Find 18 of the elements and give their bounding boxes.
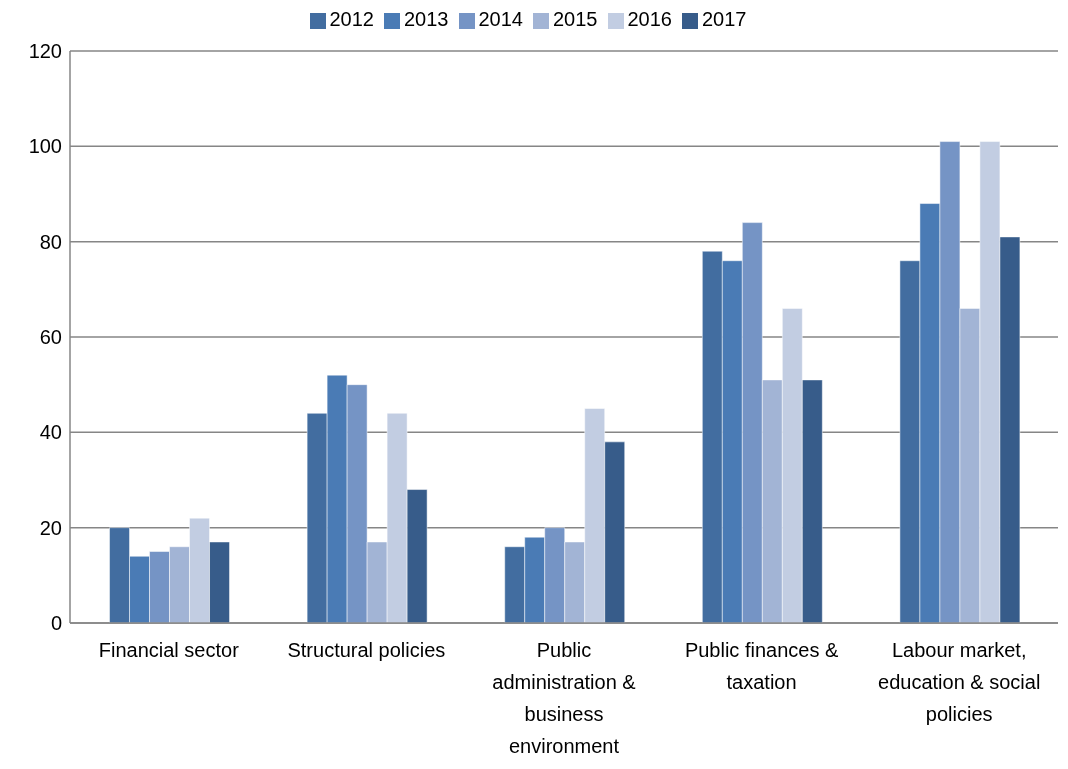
x-tick-label: Structural policies — [287, 639, 446, 661]
y-tick-label: 60 — [39, 326, 62, 349]
x-tick-label: Public finances & taxation — [684, 639, 839, 693]
legend-label: 2014 — [478, 8, 523, 30]
x-tick-label: Public administration & business environment — [492, 639, 637, 757]
x-tick-label: Financial sector — [98, 639, 240, 661]
y-tick-label: 0 — [50, 612, 62, 635]
legend-label: 2013 — [404, 8, 449, 30]
y-tick-label: 20 — [39, 516, 62, 539]
legend-label: 2012 — [329, 8, 374, 30]
x-tick-label: Labour market, education & social policies — [878, 639, 1041, 725]
y-tick-label: 100 — [28, 135, 62, 158]
legend-label: 2016 — [627, 8, 672, 30]
y-tick-label: 120 — [28, 40, 62, 63]
y-tick-label: 80 — [39, 230, 62, 253]
legend-label: 2017 — [702, 8, 747, 30]
legend-label: 2015 — [553, 8, 598, 30]
y-tick-label: 40 — [39, 421, 62, 444]
